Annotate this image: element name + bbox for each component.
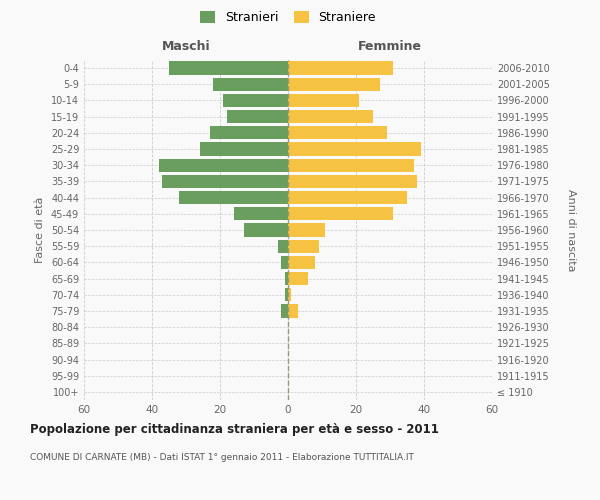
- Bar: [288, 288, 292, 302]
- Text: Popolazione per cittadinanza straniera per età e sesso - 2011: Popolazione per cittadinanza straniera p…: [30, 422, 439, 436]
- Bar: [227, 110, 288, 124]
- Bar: [284, 272, 288, 285]
- Bar: [288, 256, 315, 269]
- Bar: [288, 110, 373, 124]
- Bar: [210, 126, 288, 140]
- Bar: [288, 207, 394, 220]
- Bar: [281, 256, 288, 269]
- Bar: [288, 94, 359, 107]
- Bar: [288, 175, 417, 188]
- Bar: [278, 240, 288, 253]
- Bar: [169, 62, 288, 74]
- Text: Maschi: Maschi: [161, 40, 211, 52]
- Y-axis label: Fasce di età: Fasce di età: [35, 197, 45, 263]
- Text: Femmine: Femmine: [358, 40, 422, 52]
- Bar: [284, 288, 288, 302]
- Bar: [288, 158, 414, 172]
- Text: COMUNE DI CARNATE (MB) - Dati ISTAT 1° gennaio 2011 - Elaborazione TUTTITALIA.IT: COMUNE DI CARNATE (MB) - Dati ISTAT 1° g…: [30, 452, 414, 462]
- Bar: [288, 272, 308, 285]
- Bar: [288, 62, 394, 74]
- Bar: [288, 142, 421, 156]
- Bar: [288, 240, 319, 253]
- Bar: [288, 224, 325, 236]
- Bar: [288, 304, 298, 318]
- Bar: [213, 78, 288, 91]
- Bar: [244, 224, 288, 236]
- Y-axis label: Anni di nascita: Anni di nascita: [566, 188, 577, 271]
- Bar: [281, 304, 288, 318]
- Bar: [288, 191, 407, 204]
- Bar: [200, 142, 288, 156]
- Bar: [179, 191, 288, 204]
- Legend: Stranieri, Straniere: Stranieri, Straniere: [200, 11, 376, 24]
- Bar: [159, 158, 288, 172]
- Bar: [288, 78, 380, 91]
- Bar: [233, 207, 288, 220]
- Bar: [223, 94, 288, 107]
- Bar: [288, 126, 386, 140]
- Bar: [162, 175, 288, 188]
